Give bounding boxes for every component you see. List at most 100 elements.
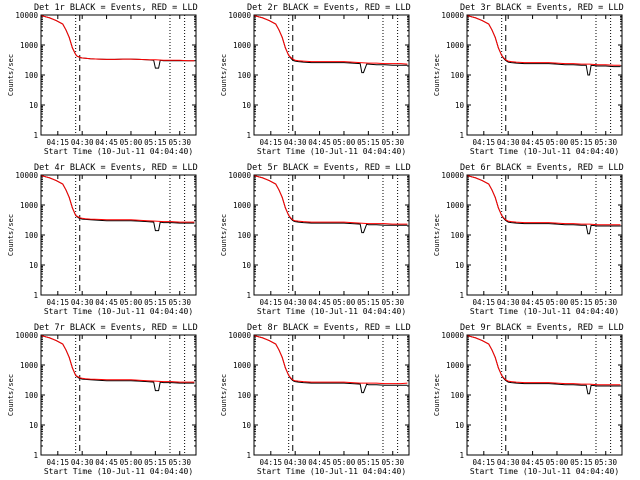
x-axis-label: Start Time (10-Jul-11 04:04:40) [470,147,619,156]
y-tick-label: 10000 [228,11,251,20]
x-tick-label: 04:15 [473,138,496,147]
x-axis-label: Start Time (10-Jul-11 04:04:40) [257,467,406,476]
x-tick-label: 04:45 [521,458,544,467]
y-tick-label: 10 [29,421,39,430]
plot-frame [40,174,197,296]
x-tick-label: 04:15 [47,298,70,307]
plot-frame [253,334,410,456]
x-tick-label: 04:15 [47,458,70,467]
x-tick-label: 05:00 [120,138,143,147]
x-tick-label: 05:15 [570,138,593,147]
y-tick-label: 100 [450,391,464,400]
x-axis-label: Start Time (10-Jul-11 04:04:40) [257,307,406,316]
x-tick-label: 05:30 [168,138,191,147]
y-tick-label: 1000 [446,41,465,50]
x-tick-label: 05:15 [570,458,593,467]
x-tick-label: 05:30 [168,298,191,307]
detector-panel-2: Det 2r BLACK = Events, RED = LLD 1 10 100 10… [220,3,411,156]
y-tick-label: 10 [242,261,252,270]
detector-panel-3: Det 3r BLACK = Events, RED = LLD 1 10 100 10… [433,3,624,156]
y-axis-label: Counts/sec [7,374,15,416]
y-tick-label: 10000 [228,331,251,340]
y-tick-label: 10 [242,101,252,110]
x-tick-label: 04:45 [521,298,544,307]
y-tick-label: 10 [29,261,39,270]
y-tick-label: 100 [450,71,464,80]
x-axis-label: Start Time (10-Jul-11 04:04:40) [470,307,619,316]
plot-frame [40,334,197,456]
y-tick-label: 10 [455,261,465,270]
x-tick-label: 05:15 [144,458,167,467]
y-tick-label: 100 [450,231,464,240]
y-tick-label: 10 [455,421,465,430]
x-tick-label: 05:30 [594,458,617,467]
plot-frame [466,174,623,296]
y-tick-label: 1000 [20,41,39,50]
detector-panel-1: Det 1r BLACK = Events, RED = LLD 1 10 100 10… [7,3,198,156]
panel-title: Det 5r BLACK = Events, RED = LLD [247,163,411,173]
detector-panel-6: Det 6r BLACK = Events, RED = LLD 1 10 100 10… [433,163,624,316]
detector-panel-5: Det 5r BLACK = Events, RED = LLD 1 10 100 10… [220,163,411,316]
y-tick-label: 1 [246,291,251,300]
x-tick-label: 05:00 [546,298,569,307]
y-tick-label: 100 [237,231,251,240]
x-tick-label: 04:30 [497,138,520,147]
x-tick-label: 05:15 [144,138,167,147]
x-tick-label: 05:00 [333,138,356,147]
x-tick-label: 04:30 [71,458,94,467]
series-line-red [41,15,195,62]
series-line-red [254,15,408,65]
y-tick-label: 10000 [228,171,251,180]
y-axis-label: Counts/sec [7,54,15,96]
y-axis-label: Counts/sec [220,214,228,256]
detector-panel-4: Det 4r BLACK = Events, RED = LLD 1 10 100 10… [7,163,198,316]
x-tick-label: 05:30 [381,458,404,467]
x-tick-label: 04:15 [260,138,283,147]
y-axis-label: Counts/sec [433,54,441,96]
y-tick-label: 100 [24,391,38,400]
y-tick-label: 10000 [15,331,38,340]
x-tick-label: 04:15 [260,298,283,307]
y-tick-label: 1 [246,451,251,460]
y-tick-label: 1 [459,451,464,460]
x-tick-label: 05:00 [120,458,143,467]
y-tick-label: 1 [459,131,464,140]
x-axis-label: Start Time (10-Jul-11 04:04:40) [44,307,193,316]
y-tick-label: 10000 [441,171,464,180]
series-line-red [254,335,408,385]
series-line-red [467,15,621,66]
y-tick-label: 1000 [446,361,465,370]
x-tick-label: 04:45 [95,138,118,147]
y-tick-label: 10 [242,421,252,430]
panel-title: Det 9r BLACK = Events, RED = LLD [460,323,624,333]
plot-frame [253,174,410,296]
x-tick-label: 05:00 [333,298,356,307]
y-tick-label: 100 [237,71,251,80]
x-tick-label: 04:30 [71,298,94,307]
y-tick-label: 100 [24,71,38,80]
y-tick-label: 10 [455,101,465,110]
x-tick-label: 05:15 [144,298,167,307]
x-tick-label: 04:15 [260,458,283,467]
x-axis-label: Start Time (10-Jul-11 04:04:40) [44,467,193,476]
panel-title: Det 7r BLACK = Events, RED = LLD [34,323,198,333]
x-tick-label: 05:00 [120,298,143,307]
series-line-red [254,175,408,225]
y-tick-label: 1000 [233,41,252,50]
y-tick-label: 1 [246,131,251,140]
y-tick-label: 100 [24,231,38,240]
x-tick-label: 05:30 [381,298,404,307]
plot-frame [40,14,197,136]
series-line-black [41,175,195,232]
x-tick-label: 05:15 [357,298,380,307]
x-tick-label: 04:30 [497,298,520,307]
x-tick-label: 04:45 [95,298,118,307]
x-tick-label: 04:30 [284,298,307,307]
x-tick-label: 04:45 [521,138,544,147]
series-line-red [467,335,621,386]
panel-title: Det 3r BLACK = Events, RED = LLD [460,3,624,13]
x-tick-label: 04:30 [71,138,94,147]
x-axis-label: Start Time (10-Jul-11 04:04:40) [470,467,619,476]
y-tick-label: 1000 [446,201,465,210]
x-tick-label: 05:00 [333,458,356,467]
